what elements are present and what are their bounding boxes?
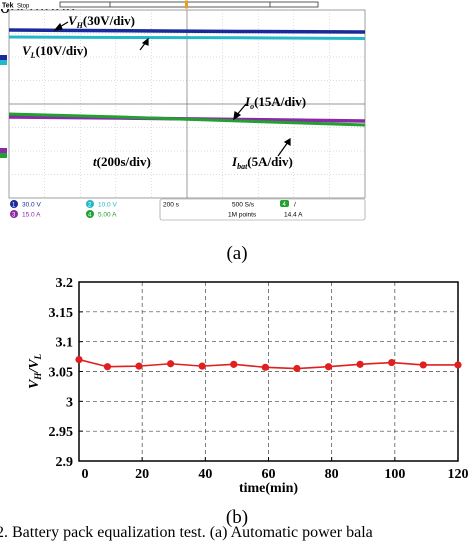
x-tick-label: 100 (384, 467, 405, 482)
label-vl: VL(10V/div) (22, 43, 88, 60)
label-io: Io(15A/div) (244, 94, 306, 111)
x-axis-label: time(min) (239, 481, 298, 496)
scope-brand: Tek (2, 3, 14, 10)
data-point (388, 358, 396, 367)
data-point (419, 361, 427, 369)
oscilloscope-display: Tek Stop VH(30V/div) VL(10V/div) Io(15A/… (0, 0, 372, 221)
ch2-marker (0, 60, 7, 65)
x-tick-label: 60 (262, 467, 276, 482)
data-point (261, 363, 269, 371)
y-axis-label: VH/VL (27, 353, 43, 389)
record-view-bar (59, 1, 319, 8)
ch2-scale: 10.0 V (98, 202, 117, 209)
ch1-scale: 30.0 V (22, 202, 41, 209)
ch4-scale: 5.00 A (98, 212, 117, 219)
trigger-level: 14.4 A (284, 212, 303, 219)
figure-caption: 2. Battery pack equalization test. (a) A… (0, 524, 373, 541)
x-tick-label: 80 (325, 467, 339, 482)
ch2-badge (86, 200, 94, 208)
record-length: 1M points (228, 212, 257, 219)
trace-ibat (8, 112, 366, 127)
y-tick-label: 2.95 (49, 425, 74, 440)
sample-rate: 500 S/s (232, 202, 255, 209)
caption-b: (b) (225, 507, 249, 528)
trace-vh (8, 28, 366, 34)
trace-vl (8, 35, 366, 40)
y-tick-label: 2.9 (56, 455, 74, 470)
caption-a: (a) (226, 243, 248, 264)
x-tick-label: 120 (448, 467, 469, 482)
svg-text:3: 3 (12, 213, 16, 219)
data-point (230, 360, 238, 368)
data-point (324, 363, 333, 371)
y-tick-label: 3.1 (56, 336, 74, 351)
data-point (135, 362, 143, 370)
data-point (166, 360, 175, 368)
label-time: t(200s/div) (93, 154, 151, 169)
x-tick-label: 20 (135, 467, 149, 482)
data-point (454, 361, 462, 369)
label-vh: VH(30V/div) (68, 13, 135, 30)
ch3-badge (10, 210, 18, 218)
ch3-scale: 15.0 A (22, 212, 41, 219)
svg-text:1: 1 (12, 203, 16, 209)
oscilloscope-screen: Tek Stop VH(30V/div) VL(10V/div) Io(15A/… (0, 0, 372, 226)
x-tick-label: 0 (82, 467, 89, 482)
ch1-marker (0, 55, 7, 60)
ch1-badge (10, 200, 18, 208)
svg-text:4: 4 (283, 202, 287, 208)
y-tick-label: 3 (66, 395, 73, 410)
y-tick-label: 3.15 (49, 306, 74, 321)
scope-status: Stop (17, 4, 30, 10)
svg-text:2: 2 (88, 203, 92, 209)
time-div: 200 s (163, 202, 180, 209)
data-point (198, 362, 206, 370)
svg-text:4: 4 (88, 213, 92, 219)
y-tick-label: 3.2 (56, 276, 74, 291)
trigger-position-marker (185, 0, 188, 9)
data-point (356, 360, 364, 368)
label-ibat: Ibat(5A/div) (231, 154, 293, 171)
ch4-badge (86, 210, 94, 218)
ch3-marker (0, 148, 7, 153)
data-point (75, 355, 83, 364)
y-tick-label: 3.05 (49, 366, 74, 381)
ch4-marker (0, 153, 7, 158)
ratio-line-chart: 2.9 2.95 3 3.05 3.1 3.15 3.2 0 20 40 60 80 100 120 t… (27, 276, 469, 496)
data-point (293, 364, 301, 373)
x-tick-label: 40 (198, 467, 212, 482)
trigger-ch-badge (280, 200, 289, 207)
data-point (103, 363, 112, 371)
svg-text:/: / (294, 202, 296, 209)
